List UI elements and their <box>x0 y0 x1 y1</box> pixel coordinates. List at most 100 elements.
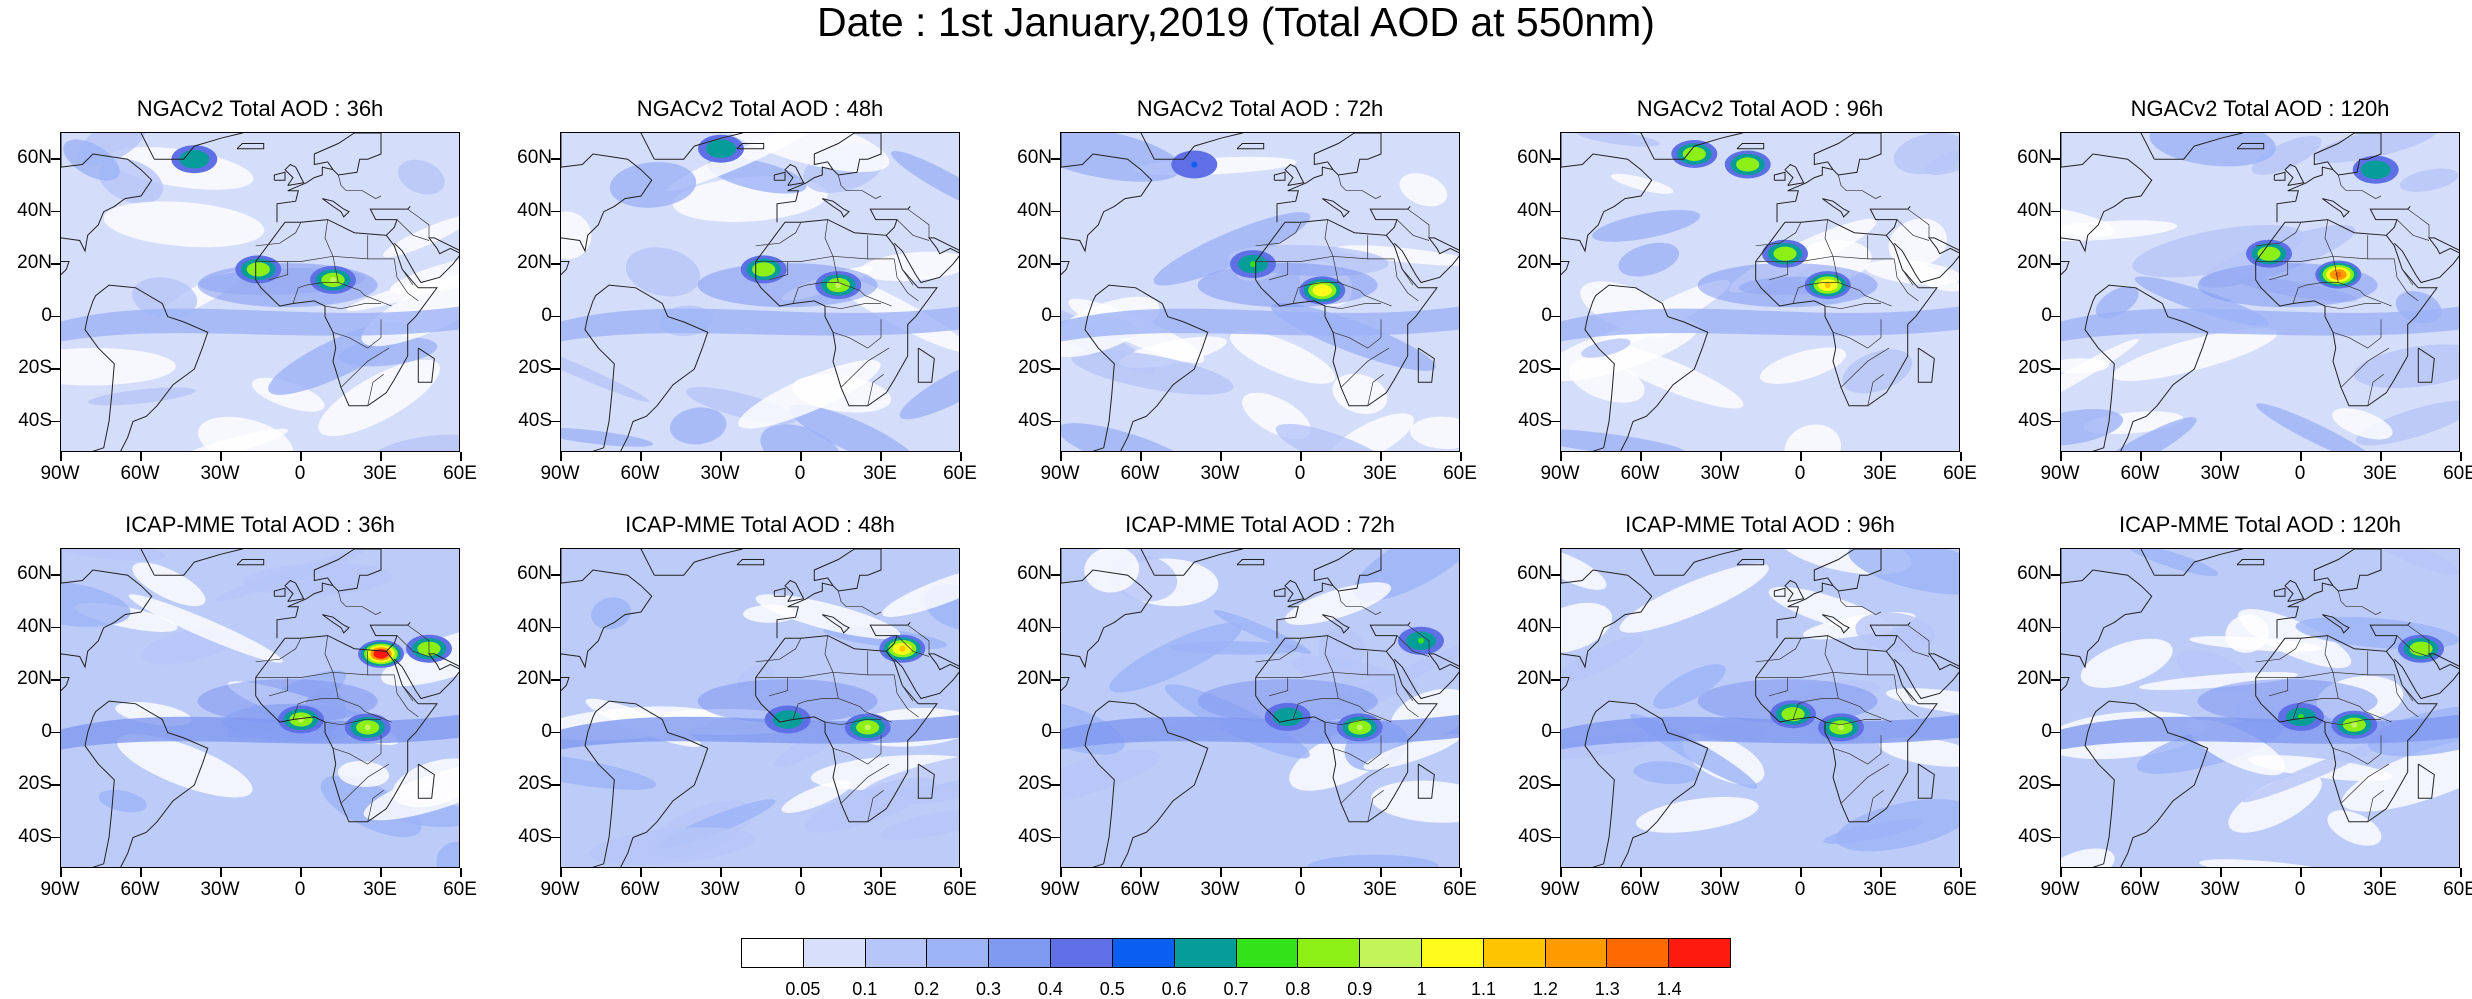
aod-texture <box>1842 349 1913 394</box>
aod-texture <box>899 352 959 420</box>
aod-dust-plume <box>697 679 878 724</box>
aod-texture <box>2112 328 2278 381</box>
aod-texture <box>781 780 852 813</box>
aod-map <box>560 548 960 868</box>
coastline <box>1776 133 1882 223</box>
aod-map-canvas <box>561 549 959 867</box>
aod-hotspot <box>718 145 724 152</box>
coastline <box>1561 133 1653 275</box>
country-border <box>840 763 890 804</box>
aod-hotspot <box>378 650 384 657</box>
lat-tick <box>51 368 60 370</box>
aod-texture <box>1399 173 1448 207</box>
country-border <box>2324 719 2381 726</box>
country-border <box>2255 671 2395 678</box>
lat-tick <box>1051 368 1060 370</box>
coastline <box>2369 622 2411 652</box>
aod-texture <box>2361 549 2459 576</box>
country-border <box>2332 319 2382 349</box>
coastline <box>1276 133 1382 223</box>
aod-texture <box>398 159 445 195</box>
lat-tick <box>51 210 60 213</box>
map-panel: NGACv2 Total AOD : 120h 60N 40N 20N 0 20S 40S 9… <box>2017 96 2472 484</box>
coastline <box>140 549 243 576</box>
aod-texture <box>88 387 196 406</box>
lat-tick <box>551 158 560 160</box>
lat-tick <box>1051 679 1060 681</box>
country-border <box>393 674 419 718</box>
lon-tick-label: 90W <box>540 463 580 484</box>
coastline <box>736 143 765 150</box>
coastline <box>2276 549 2382 639</box>
country-border <box>324 219 334 257</box>
map-panel: ICAP-MME Total AOD : 36h 60N 40N 20N 0 20S 40S… <box>17 512 477 900</box>
coastline <box>1773 587 1786 597</box>
colorbar-label: 0.5 <box>1099 979 1125 999</box>
lat-tick <box>551 836 560 839</box>
lon-tick <box>2380 452 2382 461</box>
lon-tick-label: 0 <box>1294 463 1306 484</box>
aod-texture <box>2095 286 2139 319</box>
lon-tick <box>460 868 462 877</box>
lat-tick-label: 20N <box>1017 252 1052 274</box>
coastline <box>2273 587 2286 597</box>
aod-texture <box>2061 848 2115 867</box>
lat-tick-label: 40N <box>17 615 52 637</box>
coastline <box>284 163 305 186</box>
country-border <box>402 685 414 702</box>
map-panel: NGACv2 Total AOD : 72h 60N 40N 20N 0 20S 40S 90… <box>1017 96 1477 484</box>
aod-texture <box>1864 259 1959 285</box>
aod-hotspot <box>784 716 791 723</box>
lon-tick-label: 60E <box>2443 879 2472 900</box>
lat-tick-label: 20N <box>1017 668 1052 690</box>
country-border <box>824 719 881 726</box>
aod-texture <box>789 404 918 451</box>
colorbar-swatch <box>1112 939 1175 967</box>
country-border <box>1340 347 1390 388</box>
lon-tick-label: 60E <box>1443 879 1477 900</box>
country-border <box>255 638 302 663</box>
colorbar-label: 0.6 <box>1161 979 1187 999</box>
aod-hotspot <box>835 282 842 289</box>
lon-tick <box>2220 452 2222 461</box>
coastline <box>1393 237 1459 284</box>
aod-texture <box>1230 330 1336 384</box>
aod-dust-plume <box>1197 679 1378 724</box>
country-border <box>2337 590 2382 615</box>
lon-tick-label: 60E <box>943 463 977 484</box>
coastline <box>1236 143 1265 150</box>
country-border <box>2324 635 2334 673</box>
country-border <box>1402 685 1414 702</box>
country-border <box>2268 261 2289 281</box>
aod-map <box>1060 548 1460 868</box>
aod-texture <box>1836 799 1959 852</box>
aod-texture <box>1784 424 1842 451</box>
aod-texture <box>1109 622 1242 693</box>
aod-texture <box>389 252 459 295</box>
lon-tick-label: 60E <box>1943 463 1977 484</box>
lon-tick-label: 90W <box>1540 879 1580 900</box>
lon-tick <box>140 452 142 461</box>
map-panel: NGACv2 Total AOD : 36h 60N 40N 20N 0 20S 40S 90… <box>17 96 477 484</box>
country-border <box>755 671 895 678</box>
country-border <box>896 219 930 241</box>
lat-tick <box>551 210 560 213</box>
lat-tick <box>2051 210 2060 213</box>
aod-texture <box>1561 549 1607 590</box>
lat-tick-label: 40N <box>2017 199 2052 221</box>
country-border <box>1893 258 1919 302</box>
aod-texture <box>1581 338 1631 358</box>
lon-tick-label: 0 <box>2294 463 2306 484</box>
country-border <box>1907 624 1930 654</box>
lat-tick-label: 60N <box>17 147 52 169</box>
lat-tick-label: 20S <box>518 773 552 795</box>
coastline <box>1236 559 1265 566</box>
aod-map <box>60 132 460 452</box>
country-border <box>2407 208 2430 238</box>
aod-texture <box>2128 549 2219 577</box>
country-border <box>896 635 930 657</box>
aod-texture <box>2225 614 2269 653</box>
aod-texture <box>890 150 959 214</box>
lat-tick <box>1551 210 1560 213</box>
lat-tick-label: 40S <box>1518 825 1552 847</box>
